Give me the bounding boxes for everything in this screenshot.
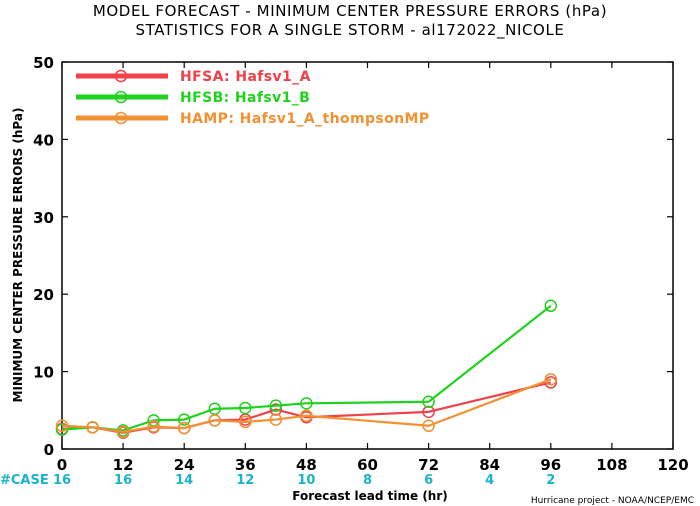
x-tick-label: 0 bbox=[57, 456, 67, 474]
legend-swatch-marker bbox=[114, 69, 128, 83]
series-1-point bbox=[269, 403, 283, 416]
series-3-point bbox=[269, 413, 283, 426]
case-row-label: #CASE bbox=[0, 473, 49, 488]
series-3-point bbox=[147, 420, 160, 433]
x-tick-label: 48 bbox=[296, 456, 317, 474]
y-axis-label: MINIMUM CENTER PRESSURE ERRORS (hPa) bbox=[11, 108, 25, 403]
x-tick-label: 12 bbox=[113, 456, 134, 474]
case-counts: #CASE 16 16 14 12 10 8 6 4 2 bbox=[0, 473, 555, 488]
series-2-point bbox=[239, 401, 252, 415]
series-3-point bbox=[300, 409, 313, 422]
series-3-point bbox=[208, 414, 221, 427]
series-3-point bbox=[86, 421, 99, 434]
legend-label: HFSB: Hafsv1_B bbox=[180, 90, 310, 106]
case-count: 6 bbox=[424, 473, 433, 488]
y-tick-label: 40 bbox=[33, 131, 54, 149]
x-tick-label: 60 bbox=[357, 456, 378, 474]
legend-swatch-marker bbox=[114, 90, 128, 104]
series-3-point bbox=[55, 419, 69, 433]
case-count: 10 bbox=[297, 473, 315, 488]
x-tick-label: 108 bbox=[596, 456, 627, 474]
series-3-point bbox=[239, 415, 252, 429]
chart-title-line2: STATISTICS FOR A SINGLE STORM - al172022… bbox=[135, 21, 564, 40]
axis-ticks: 0 12 24 36 48 60 72 84 96 108 120 0 10 20 30 40 50 bbox=[33, 54, 689, 474]
x-tick-label: 36 bbox=[235, 456, 256, 474]
series-line-3 bbox=[61, 378, 552, 434]
y-tick-label: 10 bbox=[33, 364, 54, 382]
y-tick-label: 50 bbox=[33, 54, 54, 72]
case-count: 14 bbox=[175, 473, 193, 488]
y-tick-label: 0 bbox=[44, 441, 54, 459]
series-2-point bbox=[177, 413, 191, 426]
series-2-point bbox=[422, 395, 435, 409]
series-3-point bbox=[116, 425, 130, 439]
case-count: 8 bbox=[363, 473, 372, 488]
series-3-point bbox=[422, 419, 435, 433]
case-count: 4 bbox=[485, 473, 494, 488]
x-tick-label: 84 bbox=[479, 456, 500, 474]
legend-label: HAMP: Hafsv1_A_thompsonMP bbox=[180, 111, 430, 127]
legend-label: HFSA: Hafsv1_A bbox=[180, 69, 311, 85]
series-3-point bbox=[544, 373, 558, 386]
legend-swatch-marker bbox=[114, 111, 128, 125]
y-tick-label: 30 bbox=[33, 209, 54, 227]
legend: HFSA: Hafsv1_A HFSB: Hafsv1_B HAMP: Hafsv1… bbox=[76, 69, 430, 127]
series-2-point bbox=[55, 423, 69, 436]
credit-label: Hurricane project - NOAA/NCEP/EMC bbox=[531, 496, 694, 506]
series-2-point bbox=[269, 399, 283, 412]
x-tick-label: 72 bbox=[418, 456, 439, 474]
series-2-point bbox=[300, 397, 313, 410]
x-tick-label: 24 bbox=[174, 456, 195, 474]
chart-title-line1: MODEL FORECAST - MINIMUM CENTER PRESSURE… bbox=[93, 2, 607, 20]
y-tick-label: 20 bbox=[33, 286, 54, 304]
x-tick-label: 96 bbox=[540, 456, 561, 474]
data-series bbox=[55, 299, 558, 439]
series-2-point bbox=[544, 299, 558, 313]
case-count: 12 bbox=[236, 473, 254, 488]
x-axis-label: Forecast lead time (hr) bbox=[292, 489, 448, 503]
case-count: 16 bbox=[114, 473, 132, 488]
case-count: 16 bbox=[53, 473, 71, 488]
x-tick-label: 120 bbox=[657, 456, 688, 474]
case-count: 2 bbox=[546, 473, 555, 488]
series-3-point bbox=[177, 421, 191, 435]
series-1-point bbox=[422, 405, 435, 419]
